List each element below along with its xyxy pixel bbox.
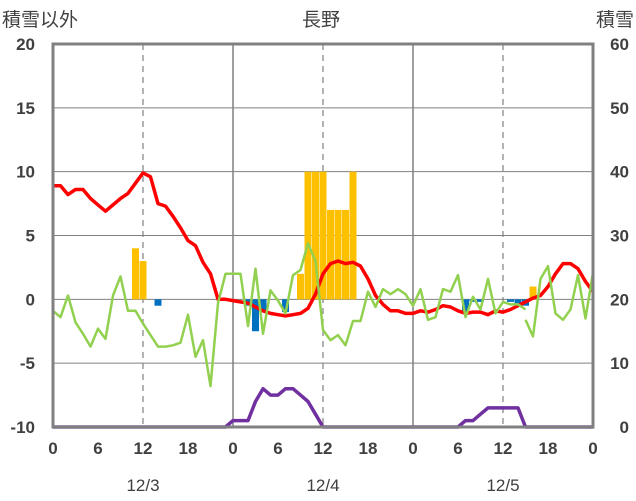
snowfall-bar	[349, 171, 357, 300]
right-tick-label: 20	[610, 290, 629, 309]
snowfall-bar	[327, 209, 334, 300]
snow-decrease-bar	[282, 299, 289, 313]
right-axis-label: 積雪	[596, 9, 634, 31]
right-tick-label: 10	[610, 354, 629, 373]
day-label: 12/3	[126, 476, 159, 495]
left-tick-label: 5	[26, 227, 35, 246]
x-tick-label: 12	[494, 439, 513, 458]
temperature-line	[53, 171, 595, 318]
x-tick-label: 18	[359, 439, 378, 458]
x-tick-label: 12	[314, 439, 333, 458]
snowfall-bar	[334, 209, 342, 300]
snow-decrease-bar	[469, 299, 477, 302]
wind-line	[52, 241, 527, 388]
right-tick-label: 0	[620, 418, 629, 437]
plot-frame	[51, 42, 595, 429]
snow-decrease-bar	[514, 299, 522, 306]
snowfall-bar	[312, 171, 319, 300]
left-tick-label: 0	[26, 290, 35, 309]
left-tick-label: 10	[16, 163, 35, 182]
snowfall-bar	[304, 171, 312, 300]
x-tick-label: 0	[588, 439, 597, 458]
left-axis-label: 積雪以外	[2, 9, 78, 31]
snow-decrease-bar	[507, 299, 514, 302]
right-tick-label: 30	[610, 227, 629, 246]
x-tick-label: 0	[228, 439, 237, 458]
snowfall-bar	[342, 209, 349, 300]
left-tick-label: -5	[20, 354, 35, 373]
right-tick-label: 50	[610, 99, 629, 118]
x-tick-label: 18	[179, 439, 198, 458]
wind-line	[524, 264, 595, 338]
x-tick-label: 12	[134, 439, 153, 458]
left-tick-label: 15	[16, 99, 35, 118]
snowfall-bar	[132, 248, 139, 300]
snow-decrease-bar	[259, 299, 267, 313]
left-tick-label: -10	[10, 418, 35, 437]
x-tick-label: 6	[453, 439, 462, 458]
x-tick-label: 0	[48, 439, 57, 458]
day-label: 12/4	[306, 476, 339, 495]
day-label: 12/5	[486, 476, 519, 495]
right-tick-label: 60	[610, 35, 629, 54]
right-tick-label: 40	[610, 163, 629, 182]
snowfall-bar	[529, 286, 537, 300]
snowfall-bar	[319, 171, 327, 300]
x-tick-label: 6	[273, 439, 282, 458]
snow-decrease-bar	[252, 299, 259, 332]
snowfall-bar	[139, 261, 147, 300]
x-tick-label: 18	[539, 439, 558, 458]
snow-decrease-bar	[462, 299, 469, 313]
x-tick-label: 0	[408, 439, 417, 458]
x-tick-label: 6	[93, 439, 102, 458]
left-tick-label: 20	[16, 35, 35, 54]
snowfall-bar	[297, 273, 304, 300]
chart-title: 長野	[302, 9, 340, 31]
snow-decrease-bar	[477, 299, 484, 302]
snow-decrease-bar	[154, 299, 162, 306]
